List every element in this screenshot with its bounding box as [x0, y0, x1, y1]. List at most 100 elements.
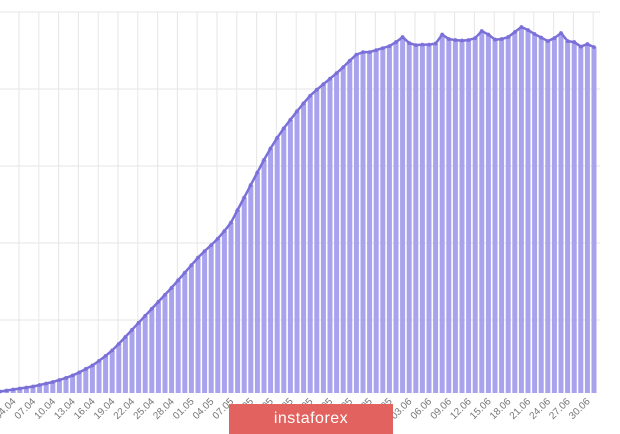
data-point — [90, 363, 95, 368]
chart-bar — [347, 60, 353, 393]
chart-bar — [419, 44, 425, 394]
chart-bar — [492, 39, 498, 393]
chart-bar — [340, 67, 346, 393]
x-tick-label: 19.04 — [92, 396, 118, 422]
data-point — [169, 285, 174, 290]
x-tick-label: 21.06 — [508, 396, 534, 422]
data-point — [149, 306, 154, 311]
data-point — [592, 45, 596, 49]
chart-bar — [479, 31, 485, 394]
data-point — [281, 126, 286, 131]
data-point — [407, 41, 412, 45]
data-point — [526, 28, 530, 32]
data-point — [77, 370, 82, 375]
chart-bar — [175, 280, 181, 393]
data-point — [70, 373, 75, 378]
chart-bar — [241, 197, 247, 393]
data-point — [578, 44, 583, 49]
chart-bar — [268, 148, 274, 393]
chart-bar — [505, 37, 511, 393]
chart-bar — [334, 73, 340, 393]
data-point — [394, 40, 398, 44]
chart-bar — [37, 384, 43, 393]
data-point — [493, 37, 497, 42]
data-point — [433, 41, 438, 46]
data-point — [460, 38, 464, 43]
chart-bar — [578, 46, 584, 394]
data-point — [209, 243, 214, 248]
data-point — [334, 71, 339, 76]
chart-bar — [433, 43, 439, 393]
chart-bar — [142, 315, 148, 393]
chart-bar — [76, 372, 82, 393]
data-point — [248, 183, 253, 187]
chart-bar — [261, 159, 267, 393]
data-point — [308, 93, 313, 98]
data-point — [189, 263, 194, 268]
chart-bar — [545, 41, 551, 393]
data-point — [31, 384, 35, 389]
data-point — [64, 376, 68, 380]
data-point — [479, 29, 484, 33]
data-point — [97, 359, 101, 363]
x-tick-label: 01.05 — [171, 396, 197, 422]
chart-bar — [17, 388, 23, 393]
bars-layer — [0, 27, 597, 394]
chart-bar — [512, 32, 518, 394]
x-tick-label: 06.06 — [409, 396, 435, 422]
chart-bar — [565, 41, 571, 393]
chart-bar — [393, 42, 399, 393]
chart-bar — [287, 119, 293, 393]
chart-bar — [518, 27, 524, 393]
data-point — [130, 327, 134, 332]
chart-bar — [584, 44, 590, 393]
chart-bar — [571, 42, 577, 393]
chart-bar — [591, 47, 597, 394]
data-point — [559, 31, 563, 35]
chart-bar — [485, 34, 491, 394]
data-point — [11, 387, 16, 392]
chart-bar — [452, 40, 458, 393]
chart-bar — [83, 368, 89, 393]
chart-bar — [373, 50, 379, 393]
data-point — [156, 299, 161, 304]
chart-bar — [525, 30, 531, 394]
chart-bar — [472, 38, 478, 393]
chart-bar — [426, 44, 432, 394]
chart-bar — [208, 245, 214, 393]
data-point — [288, 117, 293, 122]
x-tick-label: 10.04 — [33, 396, 59, 422]
chart-bar — [254, 172, 260, 393]
chart-bar — [248, 184, 254, 393]
chart-bar — [380, 48, 386, 394]
data-point — [427, 42, 431, 47]
data-point — [314, 87, 319, 92]
data-point — [301, 101, 306, 106]
data-point — [519, 25, 524, 29]
x-tick-label: 07.04 — [13, 396, 39, 422]
chart-bar — [294, 111, 300, 393]
chart-bar — [386, 46, 392, 394]
chart-bar — [182, 272, 188, 393]
data-point — [367, 50, 372, 55]
data-point — [110, 348, 115, 353]
chart-bar — [413, 45, 419, 394]
data-point — [328, 76, 332, 81]
data-point — [572, 40, 577, 44]
chart-bar — [367, 52, 373, 394]
data-point — [268, 146, 273, 151]
data-point — [347, 58, 352, 63]
data-point — [202, 249, 207, 254]
data-point — [565, 39, 570, 43]
x-tick-label: 18.06 — [488, 396, 514, 422]
chart-bar — [149, 308, 155, 393]
chart-bar — [353, 54, 359, 394]
data-point — [341, 65, 346, 70]
points-layer — [0, 25, 596, 394]
chart-bar — [551, 38, 557, 393]
chart-bar — [162, 294, 168, 393]
data-point — [532, 32, 537, 36]
data-point — [262, 157, 266, 162]
chart-bar — [103, 355, 109, 393]
